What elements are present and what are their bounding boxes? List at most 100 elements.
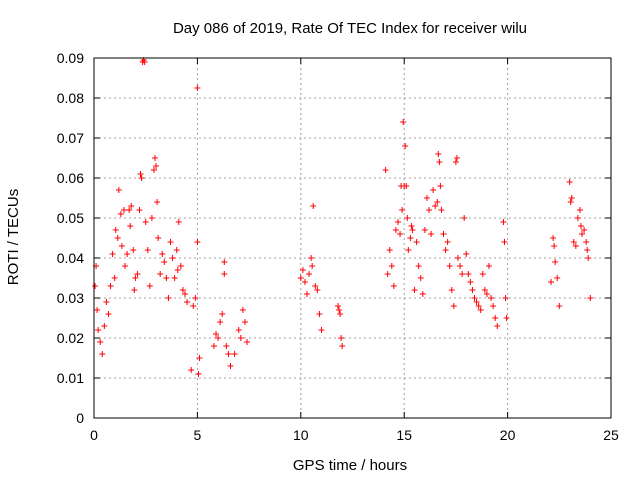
data-point xyxy=(454,255,461,261)
data-point xyxy=(467,279,474,285)
data-point xyxy=(154,199,161,205)
data-point xyxy=(128,203,135,209)
data-point xyxy=(210,343,217,349)
data-point xyxy=(481,287,488,293)
y-tick-label: 0.02 xyxy=(57,330,84,346)
data-point xyxy=(556,303,563,309)
data-point xyxy=(175,219,182,225)
data-point xyxy=(428,231,435,237)
data-point xyxy=(403,183,410,189)
data-point xyxy=(179,287,186,293)
data-point xyxy=(181,291,188,297)
data-point xyxy=(337,311,344,317)
data-point xyxy=(552,259,559,265)
data-point xyxy=(126,207,133,213)
data-point xyxy=(309,263,316,269)
data-point xyxy=(494,323,501,329)
data-point xyxy=(473,299,480,305)
data-point xyxy=(437,183,444,189)
data-point xyxy=(196,355,203,361)
data-point xyxy=(227,363,234,369)
data-point xyxy=(127,223,134,229)
data-point xyxy=(581,227,588,233)
data-point xyxy=(237,335,244,341)
data-point xyxy=(421,227,428,233)
data-point xyxy=(177,263,184,269)
data-point xyxy=(221,259,228,265)
data-point xyxy=(92,283,99,289)
data-point xyxy=(435,151,442,157)
data-point xyxy=(117,211,124,217)
data-point xyxy=(120,207,127,213)
data-point xyxy=(483,291,490,297)
data-point xyxy=(550,235,557,241)
data-point xyxy=(457,263,464,269)
data-point xyxy=(430,187,437,193)
data-point xyxy=(392,227,399,233)
data-point xyxy=(155,235,162,241)
data-point xyxy=(231,351,238,357)
data-point xyxy=(554,275,561,281)
data-point xyxy=(107,283,114,289)
data-point xyxy=(436,159,443,165)
data-point xyxy=(434,199,441,205)
data-point xyxy=(109,251,116,257)
data-point xyxy=(492,315,499,321)
data-point xyxy=(304,291,311,297)
data-point xyxy=(413,239,420,245)
data-point xyxy=(169,255,176,261)
data-point xyxy=(402,143,409,149)
y-tick-label: 0.06 xyxy=(57,170,84,186)
data-point xyxy=(153,163,160,169)
data-point xyxy=(479,271,486,277)
data-point xyxy=(122,263,129,269)
data-point xyxy=(490,303,497,309)
data-point xyxy=(308,255,315,261)
data-point xyxy=(502,295,509,301)
data-point xyxy=(576,207,583,213)
data-point xyxy=(438,207,445,213)
data-point xyxy=(137,171,144,177)
data-point xyxy=(194,85,201,91)
data-point xyxy=(111,275,118,281)
data-point xyxy=(97,339,104,345)
data-point xyxy=(579,231,586,237)
data-point xyxy=(152,155,159,161)
data-point xyxy=(136,207,143,213)
data-point xyxy=(477,307,484,313)
y-tick-label: 0.04 xyxy=(57,250,84,266)
data-point xyxy=(95,327,102,333)
data-point xyxy=(459,271,466,277)
data-point xyxy=(501,239,508,245)
y-tick-label: 0.03 xyxy=(57,290,84,306)
data-point xyxy=(142,219,149,225)
data-point xyxy=(144,247,151,253)
data-point xyxy=(192,295,199,301)
data-point xyxy=(94,307,101,313)
data-point xyxy=(574,215,581,221)
x-tick-label: 20 xyxy=(500,427,516,443)
data-point xyxy=(138,175,145,181)
data-point xyxy=(171,275,178,281)
data-point xyxy=(219,311,226,317)
data-point xyxy=(432,203,439,209)
data-point xyxy=(440,231,447,237)
data-point xyxy=(397,231,404,237)
data-point xyxy=(448,287,455,293)
data-point xyxy=(165,295,172,301)
data-point xyxy=(408,223,415,229)
data-point xyxy=(217,319,224,325)
data-point xyxy=(394,219,401,225)
data-point xyxy=(400,119,407,125)
data-point xyxy=(388,263,395,269)
data-point xyxy=(405,247,412,253)
x-tick-label: 10 xyxy=(293,427,309,443)
data-point xyxy=(190,303,197,309)
data-point xyxy=(163,275,170,281)
data-point xyxy=(159,251,166,257)
data-point xyxy=(101,323,108,329)
data-point xyxy=(215,335,222,341)
y-tick-label: 0 xyxy=(76,410,84,426)
data-point xyxy=(188,367,195,373)
data-point xyxy=(221,271,228,277)
